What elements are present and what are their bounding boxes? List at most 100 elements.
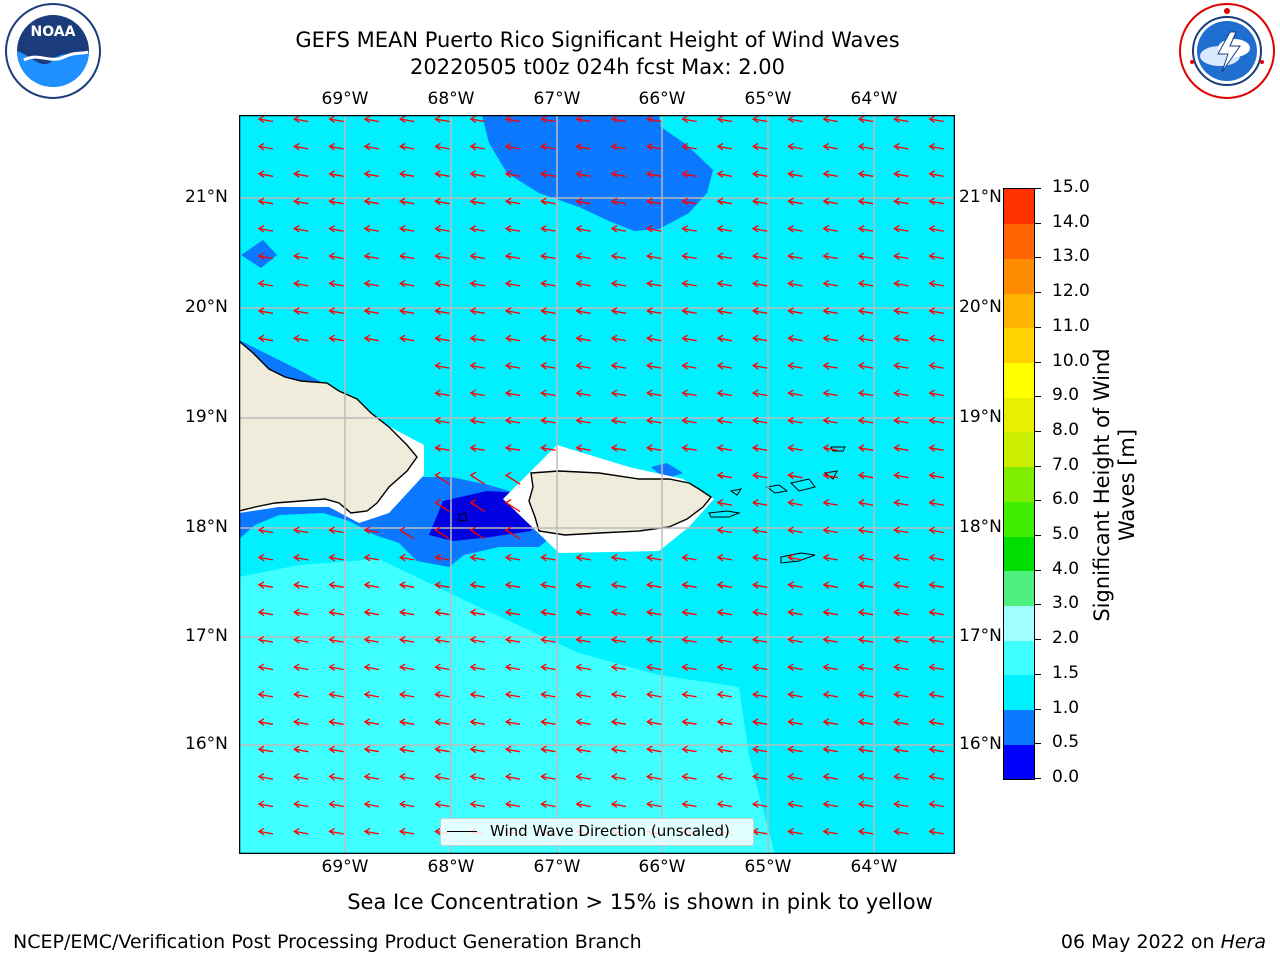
wave-direction-arrow	[293, 745, 309, 754]
wave-direction-arrow	[822, 663, 838, 672]
wave-direction-arrow	[893, 197, 909, 206]
wave-direction-arrow	[646, 553, 662, 562]
wave-direction-arrow	[928, 663, 944, 672]
wave-direction-arrow	[257, 800, 274, 809]
wave-direction-arrow	[504, 718, 521, 726]
wave-direction-arrow	[716, 471, 733, 480]
wave-direction-arrow	[434, 553, 450, 562]
wave-direction-arrow	[434, 690, 450, 699]
wave-direction-arrow	[399, 225, 415, 233]
wave-direction-arrow	[787, 718, 803, 726]
wave-direction-arrow	[716, 389, 733, 398]
wave-direction-arrow	[293, 279, 309, 288]
wave-direction-arrow	[681, 800, 697, 809]
wave-direction-arrow	[293, 197, 309, 206]
wave-direction-arrow	[257, 553, 274, 562]
wave-direction-arrow	[681, 690, 697, 699]
wave-direction-arrow	[434, 362, 450, 370]
wave-direction-arrow	[434, 444, 450, 452]
wave-direction-arrow	[504, 745, 521, 754]
wave-direction-arrow	[716, 636, 733, 644]
wave-direction-arrow	[928, 745, 944, 754]
wave-direction-arrow	[646, 362, 662, 370]
wave-direction-arrow	[822, 690, 838, 699]
colorbar-tick	[1034, 500, 1041, 502]
colorbar-cell	[1004, 293, 1034, 329]
wave-direction-arrow	[610, 800, 627, 809]
wave-direction-arrow	[575, 389, 591, 398]
wave-direction-arrow	[857, 553, 874, 562]
wave-direction-arrow	[716, 663, 733, 672]
wave-direction-arrow	[893, 252, 909, 261]
wave-direction-arrow	[752, 444, 768, 452]
wave-direction-arrow	[752, 663, 768, 672]
colorbar-label-line2: Waves [m]	[1115, 428, 1139, 542]
wave-direction-arrow	[363, 307, 380, 315]
wave-direction-arrow	[257, 745, 274, 754]
wave-direction-arrow	[822, 581, 838, 589]
wave-direction-arrow	[363, 745, 380, 754]
wave-direction-arrow	[469, 225, 485, 233]
wave-direction-arrow	[893, 827, 909, 836]
wave-direction-arrow	[540, 690, 556, 699]
wave-direction-arrow	[857, 142, 874, 151]
wave-direction-arrow	[928, 362, 944, 370]
colorbar-tick-label: 4.0	[1052, 558, 1080, 579]
wave-direction-arrow	[928, 690, 944, 699]
wave-direction-arrow	[575, 608, 591, 617]
puerto-rico-landmass	[528, 470, 713, 536]
wave-direction-arrow	[857, 252, 874, 261]
wave-direction-arrow	[857, 800, 874, 809]
wave-direction-arrow	[787, 663, 803, 672]
wave-direction-arrow	[752, 225, 768, 233]
wave-direction-arrow	[363, 663, 380, 672]
wave-direction-arrow	[328, 718, 344, 726]
wave-direction-arrow	[434, 252, 450, 261]
colorbar-tick	[1034, 292, 1041, 294]
wave-direction-arrow	[646, 800, 662, 809]
wave-direction-arrow	[822, 608, 838, 617]
wave-direction-arrow	[293, 690, 309, 699]
wave-direction-arrow	[540, 553, 556, 562]
wave-direction-arrow	[434, 307, 450, 315]
wave-direction-arrow	[610, 718, 627, 726]
colorbar-cell	[1004, 431, 1034, 468]
wave-direction-arrow	[928, 416, 944, 425]
wave-direction-arrow	[469, 526, 486, 540]
wave-direction-arrow	[399, 252, 415, 261]
wave-direction-arrow	[257, 279, 274, 288]
wave-direction-arrow	[752, 718, 768, 726]
wave-direction-arrow	[610, 362, 627, 370]
wave-direction-arrow	[575, 197, 591, 206]
bottom-lon-label: 65°W	[744, 857, 792, 877]
wave-direction-arrow	[469, 197, 485, 206]
wave-direction-arrow	[399, 115, 415, 124]
wave-direction-arrow	[540, 416, 556, 425]
wave-direction-arrow	[822, 416, 838, 425]
wave-direction-arrow	[681, 444, 697, 452]
wave-direction-arrow	[752, 526, 768, 535]
wave-direction-arrow	[575, 800, 591, 809]
wave-direction-arrow	[893, 416, 909, 425]
footer-date: 06 May 2022 on Hera	[1061, 931, 1266, 953]
footer-producer: NCEP/EMC/Verification Post Processing Pr…	[13, 931, 642, 953]
colorbar-tick-label: 2.0	[1052, 628, 1080, 649]
colorbar-tick	[1034, 569, 1041, 571]
wave-direction-arrow	[540, 279, 556, 288]
wave-direction-arrow	[681, 362, 697, 370]
wave-direction-arrow	[822, 526, 838, 535]
wave-direction-arrow	[610, 170, 627, 178]
map-frame	[238, 114, 956, 855]
wave-direction-arrow	[893, 471, 909, 480]
wave-direction-arrow	[504, 608, 521, 617]
wave-direction-arrow	[857, 690, 874, 699]
colorbar-tick	[1034, 430, 1041, 432]
map-panel	[238, 114, 956, 855]
colorbar-tick	[1034, 465, 1041, 467]
wave-direction-arrow	[787, 197, 803, 206]
wave-direction-arrow	[787, 416, 803, 425]
colorbar-tick-label: 5.0	[1052, 524, 1080, 545]
wave-direction-arrow	[857, 827, 874, 836]
colorbar-tick-label: 13.0	[1052, 246, 1090, 267]
wave-direction-arrow	[716, 608, 733, 617]
